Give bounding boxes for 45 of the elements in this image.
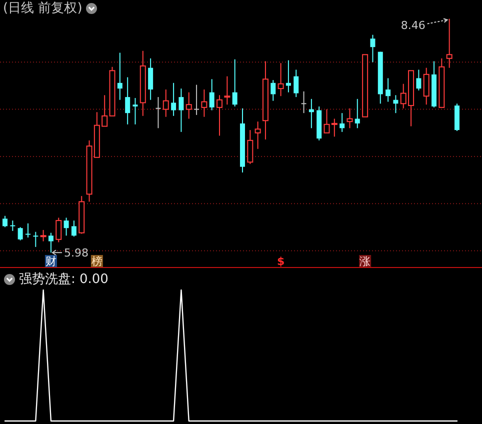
candlestick xyxy=(2,215,8,228)
candlestick xyxy=(270,80,276,102)
annotation: 8.46 xyxy=(400,18,426,32)
candlestick xyxy=(346,108,353,129)
candlestick xyxy=(393,94,398,114)
candlestick xyxy=(423,67,430,106)
annotation: 5.98 xyxy=(64,246,88,260)
text: $ xyxy=(276,255,285,268)
candlestick xyxy=(216,94,223,136)
candlestick xyxy=(132,97,138,125)
candlestick xyxy=(25,222,30,238)
candlestick xyxy=(171,82,176,116)
candlestick xyxy=(201,89,208,118)
candlestick xyxy=(300,90,307,114)
candlestick xyxy=(155,96,162,129)
candlestick xyxy=(10,220,16,232)
candlestick xyxy=(18,226,23,241)
candlestick xyxy=(40,229,46,242)
chart-title: 强势洗盘: 0.00 xyxy=(19,272,108,287)
candlestick xyxy=(162,89,169,118)
candlestick xyxy=(232,58,238,107)
candlestick xyxy=(254,121,261,150)
candlestick xyxy=(71,220,76,238)
candlestick xyxy=(294,69,299,98)
chart-title: (日线 前复权) xyxy=(3,1,82,16)
candlestick xyxy=(64,217,69,236)
candlestick xyxy=(117,52,122,100)
candlestick xyxy=(224,76,230,106)
candlestick xyxy=(178,88,184,132)
candlestick xyxy=(194,84,200,116)
candlestick xyxy=(370,34,376,63)
candlestick xyxy=(186,92,192,120)
candlestick xyxy=(125,76,130,125)
candlestick xyxy=(340,112,345,132)
candlestick xyxy=(386,78,391,102)
candlestick xyxy=(148,58,154,100)
candlestick xyxy=(33,231,38,248)
candlestick xyxy=(48,232,54,254)
candlestick xyxy=(209,78,214,111)
candlestick xyxy=(446,18,452,68)
candlestick xyxy=(56,217,62,243)
candlestick xyxy=(278,62,284,97)
candlestick xyxy=(354,98,360,129)
candlestick xyxy=(416,69,422,91)
candlestick xyxy=(247,130,254,164)
